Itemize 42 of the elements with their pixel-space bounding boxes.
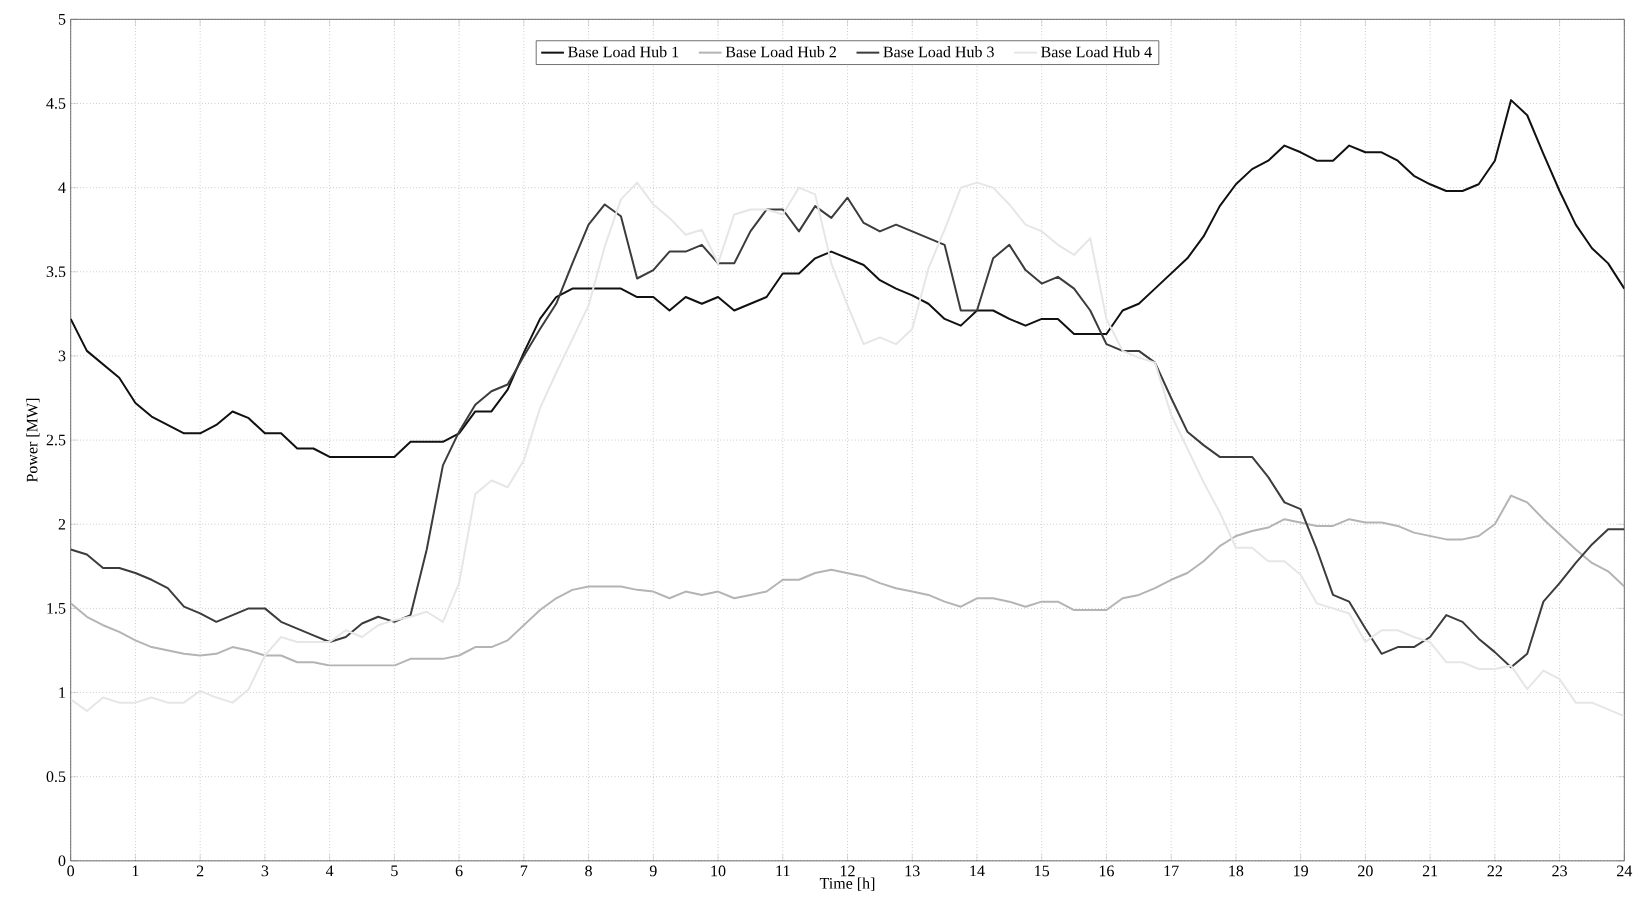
x-tick-label: 13 (905, 865, 920, 877)
x-tick-label: 10 (711, 865, 726, 877)
x-tick-label: 7 (520, 865, 528, 876)
x-tick-label: 15 (1035, 865, 1050, 877)
y-tick-label: 2 (58, 518, 66, 530)
x-tick-label: 17 (1164, 865, 1179, 877)
x-tick-label: 6 (455, 865, 463, 877)
x-axis-title: Time [h] (819, 877, 875, 891)
y-tick-label: 1 (59, 687, 66, 698)
x-tick-label: 24 (1617, 865, 1633, 877)
x-tick-label: 12 (840, 865, 855, 877)
y-tick-label: 5 (58, 13, 66, 25)
x-tick-label: 23 (1552, 865, 1567, 877)
y-tick-label: 3 (58, 350, 66, 362)
y-tick-label: 0 (58, 855, 66, 867)
x-tick-label: 19 (1294, 865, 1308, 877)
y-tick-label: 3.5 (46, 266, 66, 278)
x-tick-label: 4 (325, 865, 334, 876)
x-tick-label: 2 (196, 865, 204, 877)
x-tick-label: 8 (585, 865, 592, 877)
x-tick-label: 5 (391, 865, 398, 877)
x-tick-label: 1 (132, 865, 139, 877)
x-tick-label: 18 (1229, 865, 1244, 877)
legend-label: Base Load Hub 4 (1041, 46, 1152, 58)
x-tick-label: 11 (776, 865, 790, 877)
y-axis-title: Power [MW] (26, 398, 40, 482)
x-tick-label: 14 (970, 865, 985, 877)
x-tick-label: 0 (67, 865, 75, 877)
x-tick-label: 16 (1099, 865, 1114, 877)
y-tick-label: 0.5 (46, 771, 66, 783)
x-tick-label: 22 (1487, 865, 1502, 877)
x-tick-label: 21 (1422, 865, 1438, 877)
legend-label: Base Load Hub 1 (568, 46, 679, 58)
x-tick-label: 9 (649, 865, 657, 877)
legend-label: Base Load Hub 3 (883, 46, 994, 58)
x-tick-label: 3 (261, 865, 269, 877)
y-tick-label: 2.5 (46, 434, 66, 446)
y-tick-label: 4 (58, 182, 66, 193)
y-tick-label: 1.5 (47, 602, 66, 614)
legend-label: Base Load Hub 2 (725, 46, 836, 58)
x-tick-label: 20 (1358, 865, 1373, 877)
y-tick-label: 4.5 (46, 98, 66, 109)
